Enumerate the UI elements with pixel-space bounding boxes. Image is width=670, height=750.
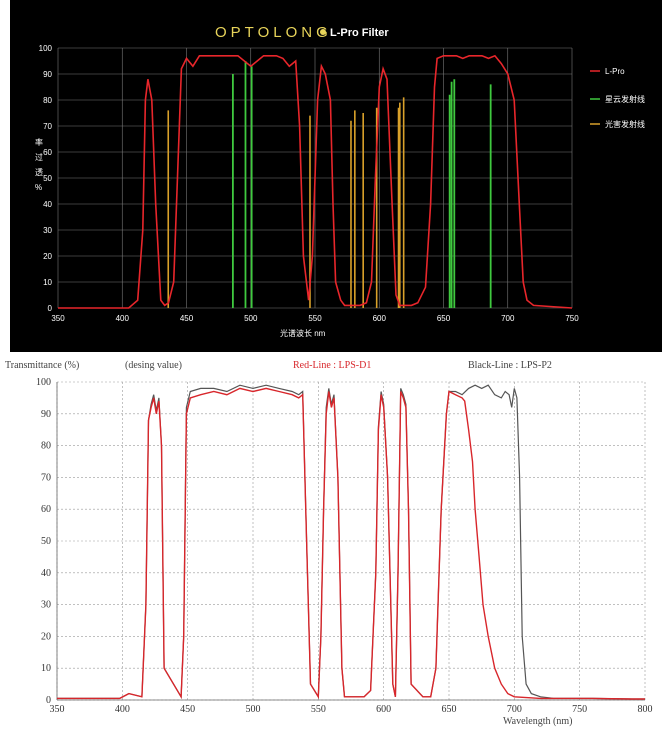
y-tick-label: 50	[41, 536, 51, 547]
top-chart-panel: OPTOLONG L-Pro Filter 率 过 透 % 光谱波长 nm 35…	[10, 0, 662, 352]
lps-d1-line	[57, 387, 645, 700]
x-tick-label: 800	[638, 704, 653, 715]
x-tick-label: 550	[308, 314, 322, 323]
bottom-chart-panel: Transmittance (%) (desing value) Red-Lin…	[0, 352, 670, 750]
legend-red-line: Red-Line : LPS-D1	[293, 360, 371, 371]
x-tick-label: 550	[311, 704, 326, 715]
y-axis-header: Transmittance (%)	[5, 360, 79, 371]
y-tick-label: 40	[43, 200, 52, 209]
design-value-note: (desing value)	[125, 360, 182, 371]
y-tick-label: 0	[48, 304, 53, 313]
y-axis-label-2: 过	[35, 152, 43, 162]
y-tick-label: 90	[41, 409, 51, 420]
x-tick-label: 650	[437, 314, 451, 323]
y-tick-label: 30	[41, 600, 51, 611]
x-tick-label: 450	[180, 704, 195, 715]
brand-mark-icon	[320, 29, 326, 35]
y-tick-label: 10	[41, 663, 51, 674]
y-tick-label: 100	[36, 377, 51, 388]
lps-p2-line	[57, 384, 645, 700]
y-tick-label: 10	[43, 278, 52, 287]
x-tick-label: 650	[442, 704, 457, 715]
x-axis-label: 光谱波长 nm	[280, 328, 326, 338]
legend-nebula: 星云发射线	[605, 94, 645, 104]
y-tick-label: 50	[43, 174, 52, 183]
x-tick-label: 600	[376, 704, 391, 715]
y-tick-label: 60	[41, 504, 51, 515]
y-axis-label-1: 率	[35, 137, 43, 147]
legend-black-line: Black-Line : LPS-P2	[468, 360, 552, 371]
y-tick-label: 0	[46, 695, 51, 706]
brand-title: OPTOLONG	[215, 24, 332, 41]
x-tick-label: 500	[246, 704, 261, 715]
x-tick-label: 750	[565, 314, 579, 323]
y-tick-label: 70	[41, 472, 51, 483]
x-tick-label: 600	[373, 314, 387, 323]
x-tick-label: 700	[501, 314, 515, 323]
y-tick-label: 20	[41, 631, 51, 642]
y-axis-label-3: 透	[35, 168, 43, 177]
chart-title: L-Pro Filter	[330, 27, 389, 39]
y-tick-label: 100	[39, 44, 53, 53]
y-axis-label-4: %	[35, 183, 42, 192]
y-tick-label: 30	[43, 226, 52, 235]
l-pro-transmission-line	[58, 54, 573, 309]
x-tick-label: 350	[51, 314, 65, 323]
x-axis-label: Wavelength (nm)	[503, 716, 572, 727]
y-tick-label: 60	[43, 148, 52, 157]
lps-comparison-chart: Transmittance (%) (desing value) Red-Lin…	[5, 360, 653, 727]
x-tick-label: 750	[572, 704, 587, 715]
y-tick-label: 80	[43, 96, 52, 105]
y-tick-label: 40	[41, 568, 51, 579]
l-pro-chart: OPTOLONG L-Pro Filter 率 过 透 % 光谱波长 nm 35…	[35, 24, 645, 338]
x-tick-label: 400	[116, 314, 130, 323]
legend-pollution: 光害发射线	[605, 119, 645, 129]
x-tick-label: 400	[115, 704, 130, 715]
x-tick-label: 450	[180, 314, 194, 323]
y-tick-label: 70	[43, 122, 52, 131]
x-tick-label: 500	[244, 314, 258, 323]
y-tick-label: 20	[43, 252, 52, 261]
y-tick-label: 80	[41, 441, 51, 452]
y-tick-label: 90	[43, 70, 52, 79]
legend-lpro: L-Pro	[605, 67, 625, 76]
x-tick-label: 700	[507, 704, 522, 715]
x-tick-label: 350	[50, 704, 65, 715]
